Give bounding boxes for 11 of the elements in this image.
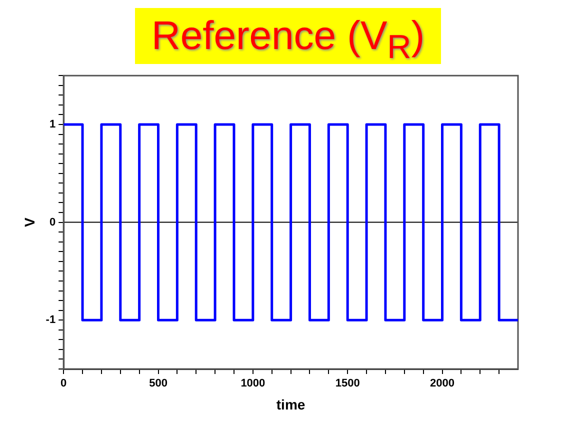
x-tick-label: 500 [149,378,168,390]
y-tick-label: 1 [49,118,56,131]
y-axis-title: V [21,216,38,227]
x-tick-label: 1000 [240,378,266,390]
x-tick-label: 1500 [335,378,360,390]
x-axis-title: time [276,396,306,412]
x-tick-label: 2000 [430,378,455,390]
y-tick-label: 0 [49,216,56,228]
y-tick-label: -1 [46,314,56,326]
chart-title: Reference (V$_{R}$) [135,8,441,66]
x-tick-label: 0 [60,378,67,390]
